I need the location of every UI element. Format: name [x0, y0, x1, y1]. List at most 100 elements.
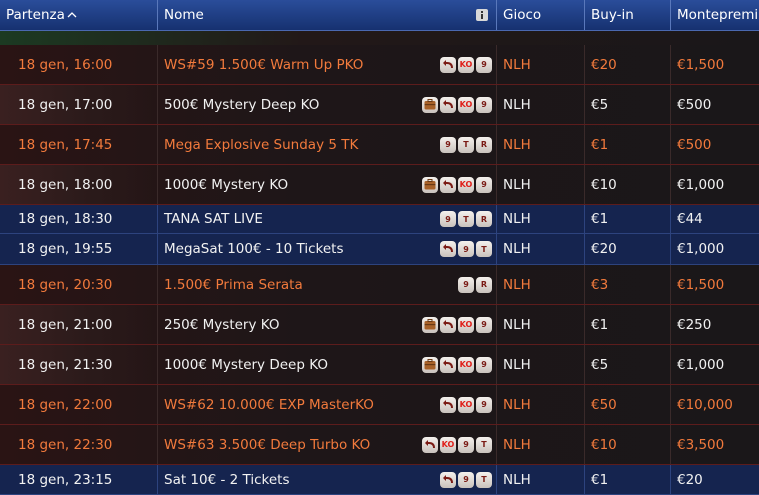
table-row[interactable]: 18 gen, 18:00 1000€ Mystery KO KO 9 NLH €10 €1… — [0, 165, 759, 205]
cell: 1000€ Mystery KO KO 9 — [158, 165, 497, 204]
rebuy-icon — [443, 474, 453, 483]
badge: KO — [458, 176, 474, 193]
start-time: 18 gen, 19:55 — [18, 241, 113, 257]
buy-in: €1 — [591, 136, 609, 153]
column-header[interactable]: Nome — [158, 0, 497, 30]
table-row[interactable]: 18 gen, 18:30 TANA SAT LIVE 9 T R NLH €1 €44 — [0, 205, 759, 234]
cell: WS#63 3.500€ Deep Turbo KO KO 9 T — [158, 425, 497, 464]
table-row[interactable]: 18 gen, 23:15 Sat 10€ - 2 Tickets 9 T NLH €1 €… — [0, 465, 759, 495]
game-type: NLH — [503, 96, 531, 113]
badge: T — [458, 136, 474, 153]
tournament-name: Mega Explosive Sunday 5 TK — [164, 136, 359, 153]
cell: 18 gen, 23:15 — [0, 465, 158, 494]
buy-in: €3 — [591, 276, 609, 293]
badge: 9 — [440, 211, 456, 227]
game-type: NLH — [503, 56, 531, 73]
cell: 18 gen, 20:30 — [0, 265, 158, 304]
tournament-name: WS#62 10.000€ EXP MasterKO — [164, 396, 374, 413]
badge: 9 — [458, 471, 474, 488]
cell: NLH — [497, 345, 585, 384]
start-time: 18 gen, 16:00 — [18, 56, 113, 73]
prize-pool: €44 — [677, 211, 703, 227]
table-row[interactable]: 18 gen, 21:00 250€ Mystery KO KO 9 NLH €1 €250 — [0, 305, 759, 345]
table-row[interactable]: 18 gen, 17:45 Mega Explosive Sunday 5 TK 9… — [0, 125, 759, 165]
cell: 18 gen, 21:00 — [0, 305, 158, 344]
table-row[interactable]: 18 gen, 22:30 WS#63 3.500€ Deep Turbo KO K… — [0, 425, 759, 465]
start-time: 18 gen, 20:30 — [18, 276, 113, 293]
rebuy-icon — [443, 319, 453, 328]
game-type: NLH — [503, 211, 531, 227]
badge: KO — [458, 356, 474, 373]
cell: 500€ Mystery Deep KO KO 9 — [158, 85, 497, 124]
mystery-icon — [424, 179, 436, 190]
table-row[interactable]: 18 gen, 20:30 1.500€ Prima Serata 9 R NLH €3 €… — [0, 265, 759, 305]
table-header: Partenza Nome Gioco Buy-in Montepremi — [0, 0, 759, 31]
cell: 18 gen, 18:30 — [0, 205, 158, 233]
column-header[interactable]: Montepremi — [671, 0, 759, 30]
tournament-name: 250€ Mystery KO — [164, 316, 280, 333]
buy-in: €10 — [591, 176, 617, 193]
badge: T — [476, 241, 492, 257]
game-type: NLH — [503, 176, 531, 193]
start-time: 18 gen, 18:00 — [18, 176, 113, 193]
game-type: NLH — [503, 241, 531, 257]
column-header[interactable]: Partenza — [0, 0, 158, 30]
tournament-name: 1.500€ Prima Serata — [164, 276, 303, 293]
table-row[interactable]: 18 gen, 17:00 500€ Mystery Deep KO KO 9 NLH €… — [0, 85, 759, 125]
badge: 9 — [476, 316, 492, 333]
column-title: Nome — [164, 7, 204, 23]
cell: NLH — [497, 234, 585, 264]
buy-in: €50 — [591, 396, 617, 413]
column-header[interactable]: Gioco — [497, 0, 585, 30]
cell: TANA SAT LIVE 9 T R — [158, 205, 497, 233]
cell: 18 gen, 18:00 — [0, 165, 158, 204]
badges: KO 9 T — [422, 436, 492, 453]
tournament-name: Sat 10€ - 2 Tickets — [164, 471, 290, 488]
cell: NLH — [497, 45, 585, 84]
cell: 18 gen, 16:00 — [0, 45, 158, 84]
cell: €44 — [671, 205, 759, 233]
cell: €1,000 — [671, 234, 759, 264]
badge: T — [476, 436, 492, 453]
badges: KO 9 — [422, 96, 492, 113]
cell: €1 — [585, 205, 671, 233]
rebuy-badge — [440, 316, 456, 333]
cell: 18 gen, 22:00 — [0, 385, 158, 424]
cell: WS#62 10.000€ EXP MasterKO KO 9 — [158, 385, 497, 424]
start-time: 18 gen, 21:30 — [18, 356, 113, 373]
rebuy-badge — [440, 241, 456, 257]
mystery-icon — [424, 359, 436, 370]
badge: KO — [458, 96, 474, 113]
buy-in: €1 — [591, 211, 609, 227]
cell: €250 — [671, 305, 759, 344]
prize-pool: €500 — [677, 136, 712, 153]
tournament-name: 1000€ Mystery KO — [164, 176, 289, 193]
buy-in: €5 — [591, 356, 609, 373]
cell: 18 gen, 17:45 — [0, 125, 158, 164]
cell: €1,500 — [671, 45, 759, 84]
badge: 9 — [458, 276, 474, 293]
start-time: 18 gen, 17:45 — [18, 136, 113, 153]
start-time: 18 gen, 21:00 — [18, 316, 113, 333]
column-title: Partenza — [6, 7, 65, 23]
table-row[interactable]: 18 gen, 16:00 WS#59 1.500€ Warm Up PKO KO 9… — [0, 45, 759, 85]
cell: WS#59 1.500€ Warm Up PKO KO 9 — [158, 45, 497, 84]
column-header[interactable]: Buy-in — [585, 0, 671, 30]
prize-pool: €20 — [677, 471, 703, 488]
prize-pool: €10,000 — [677, 396, 733, 413]
cell: NLH — [497, 425, 585, 464]
table-row[interactable]: 18 gen, 22:00 WS#62 10.000€ EXP MasterKO K… — [0, 385, 759, 425]
cell: €10 — [585, 425, 671, 464]
prize-pool: €1,500 — [677, 276, 725, 293]
info-icon[interactable] — [476, 9, 488, 21]
cell: 18 gen, 21:30 — [0, 345, 158, 384]
badge: 9 — [458, 436, 474, 453]
start-time: 18 gen, 18:30 — [18, 211, 113, 227]
table-row[interactable]: 18 gen, 19:55 MegaSat 100€ - 10 Tickets 9 T… — [0, 234, 759, 265]
start-time: 18 gen, 17:00 — [18, 96, 113, 113]
table-row[interactable]: 18 gen, 21:30 1000€ Mystery Deep KO KO 9 NLH… — [0, 345, 759, 385]
